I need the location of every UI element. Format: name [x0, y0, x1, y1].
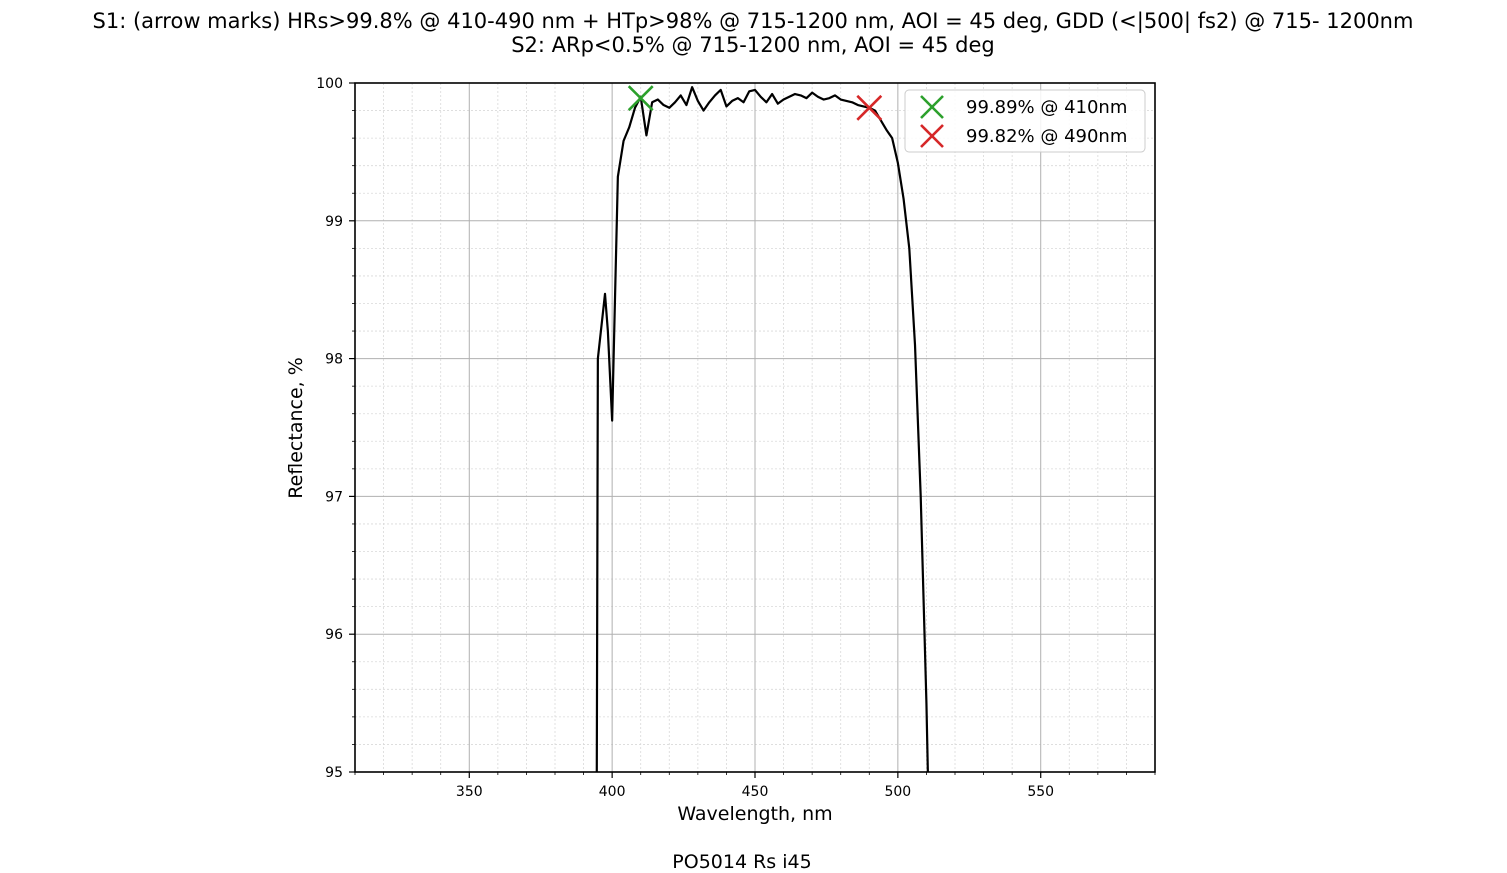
y-tick-label: 95	[325, 765, 343, 781]
chart-subtitle: S2: ARp<0.5% @ 715-1200 nm, AOI = 45 deg	[511, 33, 995, 57]
legend-box	[904, 89, 1146, 153]
x-tick-label: 350	[456, 784, 483, 800]
x-axis-ticks: 350 400 450 500 550	[354, 772, 1156, 800]
legend-label-2: 99.82% @ 490nm	[966, 126, 1127, 147]
y-tick-label: 98	[325, 352, 343, 368]
legend-label-1: 99.89% @ 410nm	[966, 97, 1127, 118]
y-tick-label: 100	[316, 76, 343, 92]
legend-marker-1	[920, 95, 944, 119]
x-tick-label: 500	[884, 784, 911, 800]
x-tick-label: 400	[599, 784, 626, 800]
major-grid	[355, 82, 1155, 773]
y-tick-label: 96	[325, 627, 343, 643]
legend: 99.89% @ 410nm 99.82% @ 490nm	[904, 89, 1146, 153]
marker-x-2	[856, 94, 883, 121]
marker-x-1	[627, 85, 654, 112]
reflectance-series-line	[595, 86, 929, 772]
x-tick-label: 450	[742, 784, 769, 800]
series-layer	[595, 86, 929, 772]
y-axis-label: Reflectance, %	[285, 357, 307, 499]
x-tick-label: 550	[1027, 784, 1054, 800]
y-tick-label: 97	[325, 489, 343, 505]
chart-title: S1: (arrow marks) HRs>99.8% @ 410-490 nm…	[93, 9, 1414, 34]
chart-caption: PO5014 Rs i45	[672, 851, 811, 873]
marker-layer	[627, 85, 883, 121]
y-axis-ticks: 95 96 97 98 99 100	[316, 76, 355, 781]
y-tick-label: 99	[325, 214, 343, 230]
x-axis-label: Wavelength, nm	[677, 803, 832, 825]
legend-marker-2	[920, 124, 944, 148]
